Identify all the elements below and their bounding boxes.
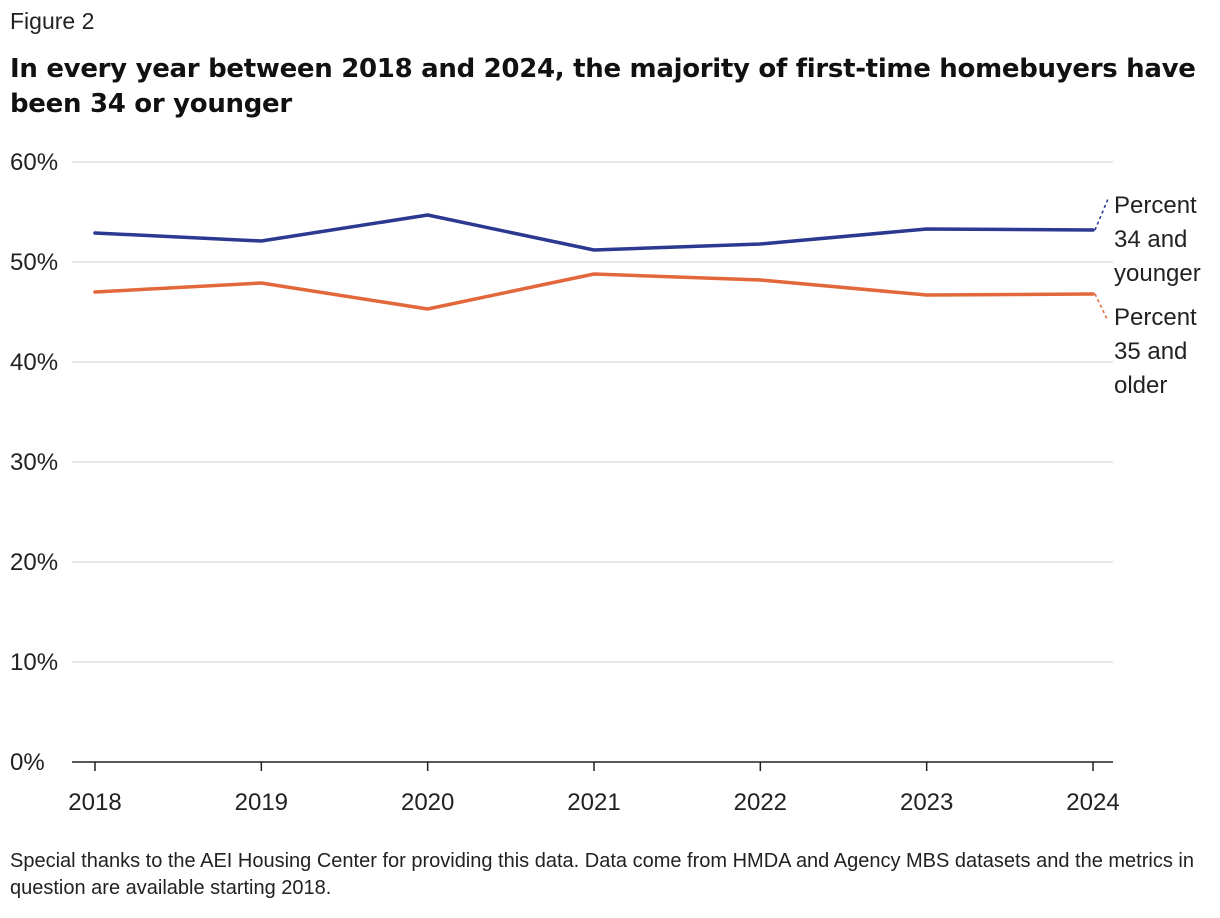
label-leader bbox=[1094, 293, 1109, 322]
x-axis: 2018 2019 2020 2021 2022 2023 2024 bbox=[68, 761, 1120, 816]
series-label: Percent bbox=[1114, 304, 1197, 331]
series-label: younger bbox=[1114, 260, 1201, 287]
y-tick-label: 30% bbox=[10, 449, 58, 476]
data-point bbox=[93, 290, 97, 294]
data-point bbox=[758, 278, 762, 282]
gridlines bbox=[72, 161, 1113, 663]
data-point bbox=[1091, 292, 1095, 296]
y-tick-label: 10% bbox=[10, 649, 58, 676]
y-tick-label: 20% bbox=[10, 549, 58, 576]
x-tick-label: 2018 bbox=[68, 789, 121, 816]
data-point bbox=[925, 227, 929, 231]
data-point bbox=[426, 213, 430, 217]
x-tick-label: 2022 bbox=[734, 789, 787, 816]
x-tick-label: 2021 bbox=[567, 789, 620, 816]
series-label: older bbox=[1114, 372, 1167, 399]
data-point bbox=[925, 293, 929, 297]
series-line bbox=[93, 272, 1095, 311]
data-point bbox=[93, 231, 97, 235]
x-tick-label: 2020 bbox=[401, 789, 454, 816]
data-point bbox=[592, 248, 596, 252]
y-tick-label: 50% bbox=[10, 249, 58, 276]
data-point bbox=[1091, 228, 1095, 232]
series-group bbox=[93, 213, 1095, 311]
x-tick-label: 2024 bbox=[1066, 789, 1119, 816]
data-point bbox=[259, 239, 263, 243]
x-tick-label: 2023 bbox=[900, 789, 953, 816]
series-label: 34 and bbox=[1114, 226, 1187, 253]
figure-label: Figure 2 bbox=[10, 8, 95, 34]
data-point bbox=[592, 272, 596, 276]
data-point bbox=[758, 242, 762, 246]
series-line bbox=[93, 213, 1095, 252]
data-point bbox=[426, 307, 430, 311]
label-leader bbox=[1094, 198, 1109, 231]
x-tick-label: 2019 bbox=[235, 789, 288, 816]
line-chart: 0% 10% 20% 30% 40% 50% 60% 2018 2019 2020 2021 202… bbox=[10, 149, 1201, 816]
y-tick-label: 0% bbox=[10, 749, 45, 776]
data-point bbox=[259, 281, 263, 285]
y-tick-label: 60% bbox=[10, 149, 58, 176]
series-labels: Percent 34 and younger Percent 35 and older bbox=[1094, 192, 1201, 399]
chart-note: Special thanks to the AEI Housing Center… bbox=[10, 850, 1194, 899]
chart-title: In every year between 2018 and 2024, the… bbox=[10, 54, 1196, 119]
y-tick-label: 40% bbox=[10, 349, 58, 376]
series-label: 35 and bbox=[1114, 338, 1187, 365]
y-axis: 0% 10% 20% 30% 40% 50% 60% bbox=[10, 149, 58, 776]
series-label: Percent bbox=[1114, 192, 1197, 219]
